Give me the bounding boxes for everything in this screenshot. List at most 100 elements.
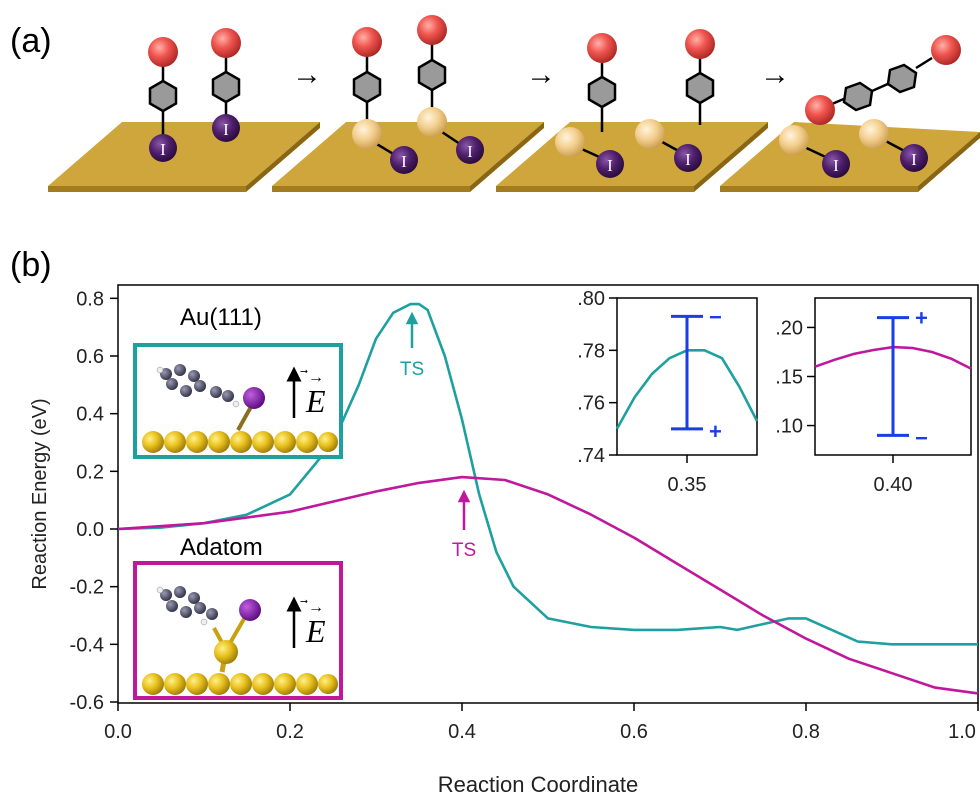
inset-content: .20 .15 .10 0.40 + − xyxy=(775,306,972,496)
gold-adatom xyxy=(555,127,585,157)
step-arrow: → xyxy=(526,58,556,91)
iodine-label: I xyxy=(223,120,229,139)
step-arrow: → xyxy=(760,58,790,91)
inset-au111: .80 .78 .76 .74 0.35 − + xyxy=(577,288,759,496)
gold-adatom xyxy=(859,119,889,149)
inset-adatom: .20 .15 .10 0.40 + − xyxy=(775,297,972,496)
y-tick-label: 0.2 xyxy=(76,461,104,483)
inset-y-tick-label: .20 xyxy=(775,317,803,339)
legend-label: Au(111) xyxy=(180,304,262,331)
halogen-atom xyxy=(211,28,241,58)
iodine-label: I xyxy=(467,142,473,161)
molecule-model xyxy=(156,586,261,673)
legend-au111: Au(111) E ⃗→ xyxy=(133,304,343,459)
y-tick-label: 0.8 xyxy=(76,288,104,310)
y-tick-label: 0.0 xyxy=(76,519,104,541)
iodine-label: I xyxy=(401,152,407,171)
x-tick-label: 0.2 xyxy=(276,721,304,743)
gold-adatom xyxy=(635,119,665,149)
inset-x-tick-label: 0.40 xyxy=(874,474,913,496)
legend-adatom: Adatom E ⃗→ xyxy=(133,534,343,700)
iodine-atom xyxy=(674,144,702,172)
x-tick-label: 0.6 xyxy=(620,721,648,743)
iodine-atom xyxy=(596,150,624,178)
y-tick-label: 0.4 xyxy=(76,404,104,426)
halogen-atom xyxy=(148,37,178,67)
step-arrow: → xyxy=(292,58,322,91)
gold-adatom xyxy=(352,119,382,149)
field-symbol: E xyxy=(305,383,326,419)
iodine-label: I xyxy=(160,140,166,159)
halogen-atom xyxy=(805,95,835,125)
halogen-atom xyxy=(417,15,447,45)
x-axis-label: Reaction Coordinate xyxy=(438,772,639,797)
series-line-adatom xyxy=(117,475,979,695)
gold-surface xyxy=(48,122,320,186)
error-sign-lower: − xyxy=(915,425,928,450)
reaction-stage-2: I I xyxy=(272,15,544,192)
reaction-stage-3: I I xyxy=(496,29,768,192)
iodine-atom xyxy=(900,144,928,172)
gold-adatom xyxy=(779,125,809,155)
reaction-stage-1: I I xyxy=(48,28,320,192)
y-tick-label: -0.6 xyxy=(70,692,104,714)
plot-frame xyxy=(117,284,979,704)
inset-y-tick-label: .15 xyxy=(775,367,803,389)
reaction-stage-4: I I xyxy=(720,35,980,192)
y-tick-label: 0.6 xyxy=(76,346,104,368)
panel-a-label: (a) xyxy=(10,22,52,60)
halogen-atom xyxy=(931,35,961,65)
benzene-ring xyxy=(587,75,617,109)
halogen-atom xyxy=(587,33,617,63)
y-tick-label: -0.2 xyxy=(70,577,104,599)
molecule-model xyxy=(156,364,265,431)
surface-atoms xyxy=(142,673,338,695)
inset-y-tick-label: .76 xyxy=(577,393,605,415)
iodine-atom xyxy=(822,150,850,178)
y-tick-label: -0.4 xyxy=(70,634,104,656)
benzene-ring xyxy=(685,71,715,105)
x-tick-label: 0.4 xyxy=(448,721,476,743)
x-tick-label: 1.0 xyxy=(948,721,976,743)
inset-content: .80 .78 .76 .74 0.35 − + xyxy=(577,288,759,496)
error-sign-lower: + xyxy=(709,419,722,444)
ts-annotation-au111: TS xyxy=(400,311,424,380)
x-tick-label: 0.0 xyxy=(104,721,132,743)
benzene-ring xyxy=(211,70,241,104)
iodine-label: I xyxy=(911,150,917,169)
benzene-ring xyxy=(417,58,447,92)
benzene-ring xyxy=(886,63,918,94)
axis-ticks xyxy=(110,297,979,711)
tick-labels: 0.0 0.2 0.4 0.6 0.8 1.0-0.6-0.4-0.20.00.20.40… xyxy=(70,288,976,743)
error-sign-upper: + xyxy=(915,306,928,331)
surface-atoms xyxy=(142,431,338,453)
iodine-atom xyxy=(390,146,418,174)
inset-y-tick-label: .74 xyxy=(577,445,605,467)
field-symbol: E xyxy=(305,613,326,649)
iodine-label: I xyxy=(833,156,839,175)
ts-annotation-adatom: TS xyxy=(452,489,476,561)
iodine-atom xyxy=(149,134,177,162)
benzene-ring xyxy=(148,79,178,113)
x-tick-label: 0.8 xyxy=(792,721,820,743)
inset-y-tick-label: .10 xyxy=(775,416,803,438)
iodine-atom xyxy=(212,114,240,142)
ts-label: TS xyxy=(400,359,424,380)
halogen-atom xyxy=(352,27,382,57)
legend-label: Adatom xyxy=(180,534,263,561)
inset-y-tick-label: .80 xyxy=(577,288,605,310)
iodine-label: I xyxy=(685,150,691,169)
panel-b-label: (b) xyxy=(10,246,52,284)
benzene-ring xyxy=(352,70,382,104)
inset-y-tick-label: .78 xyxy=(577,340,605,362)
iodine-label: I xyxy=(607,156,613,175)
halogen-atom xyxy=(685,29,715,59)
gold-adatom xyxy=(417,107,447,137)
y-axis-label: Reaction Energy (eV) xyxy=(29,398,51,589)
iodine-atom xyxy=(456,136,484,164)
ts-label: TS xyxy=(452,540,476,561)
error-sign-upper: − xyxy=(709,304,722,329)
inset-x-tick-label: 0.35 xyxy=(668,474,707,496)
benzene-ring xyxy=(842,81,874,112)
